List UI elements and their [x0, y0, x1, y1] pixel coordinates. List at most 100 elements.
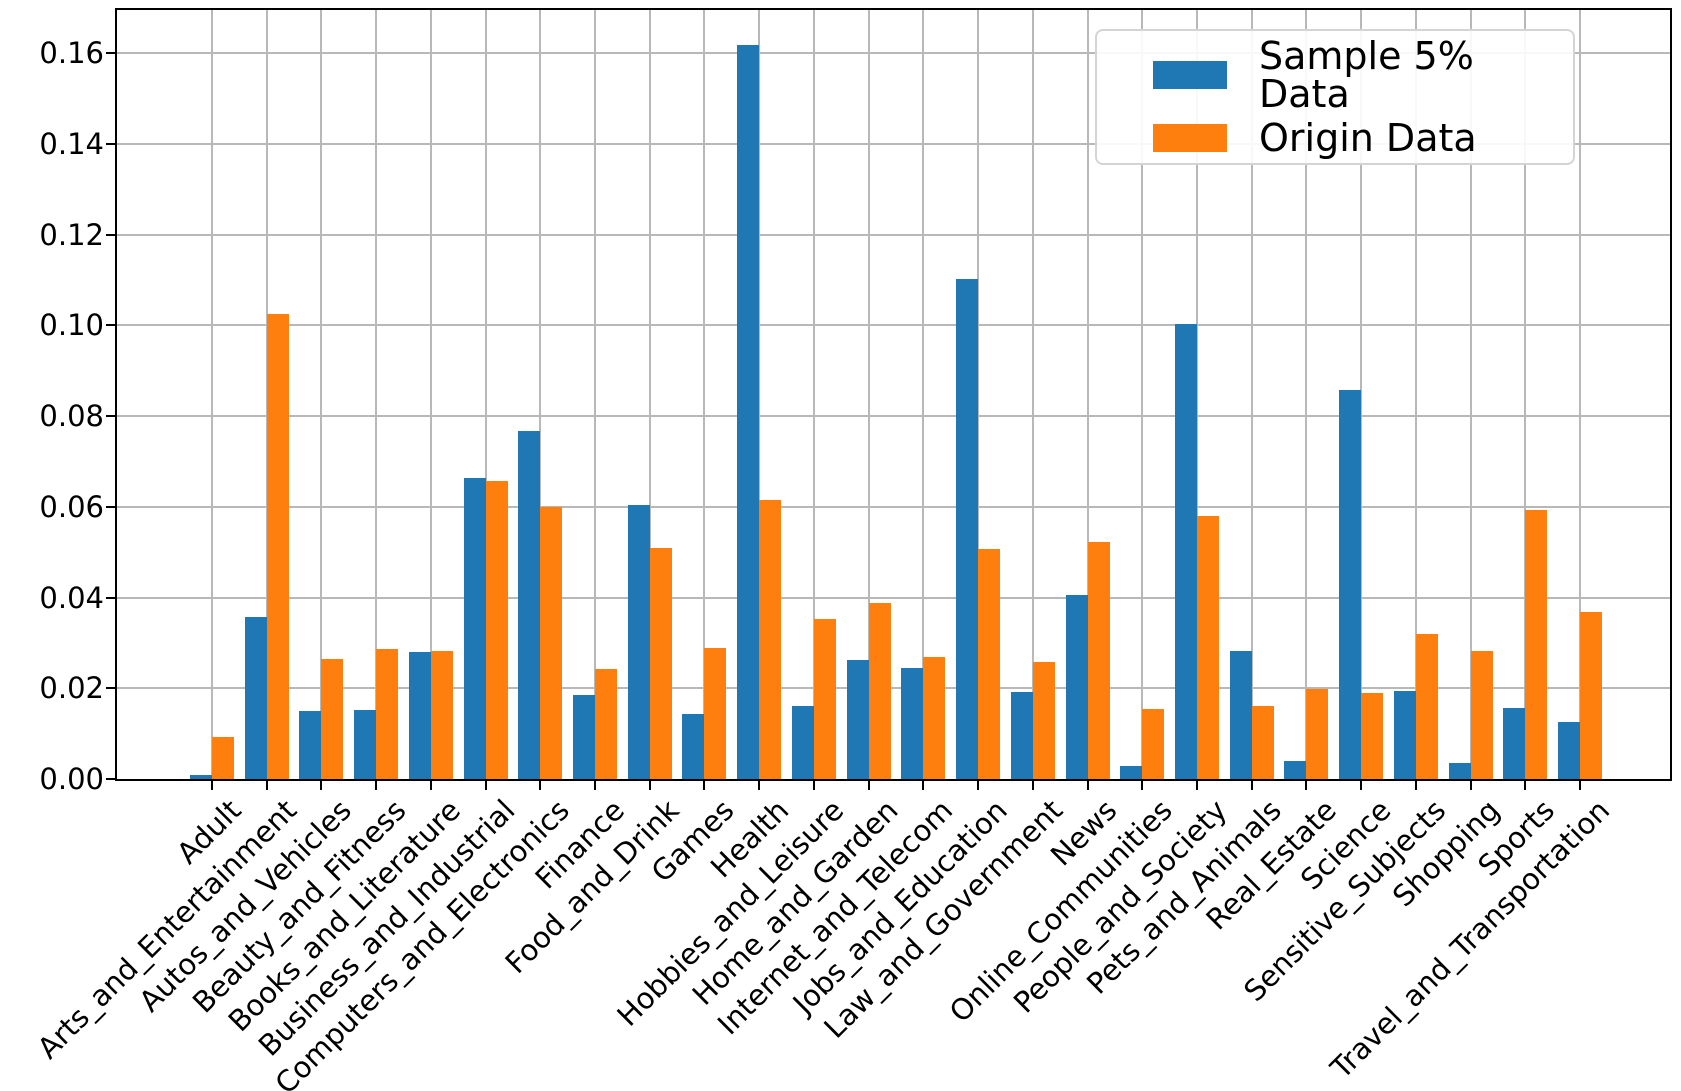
x-gridline	[867, 10, 870, 779]
y-tick	[106, 687, 115, 690]
bar-Travel_and_Transportation-sample	[1558, 722, 1580, 779]
legend-label-origin: Origin Data	[1259, 116, 1477, 160]
bar-Adult-origin	[212, 737, 234, 779]
x-gridline	[375, 10, 378, 779]
x-gridline	[758, 10, 761, 779]
bar-Science-origin	[1361, 693, 1384, 779]
x-gridline	[977, 10, 980, 779]
bar-Home_and_Garden-sample	[846, 660, 869, 779]
bar-Shopping-origin	[1470, 651, 1493, 779]
bar-Books_and_Literature-sample	[408, 652, 431, 779]
x-gridline	[1469, 10, 1472, 779]
x-tick	[1031, 781, 1034, 790]
bar-Real_Estate-origin	[1306, 689, 1329, 779]
bar-Law_and_Government-origin	[1032, 662, 1055, 779]
x-tick	[265, 781, 268, 790]
bar-Jobs_and_Education-sample	[956, 279, 979, 779]
bar-Health-sample	[737, 45, 760, 779]
y-tick-label: 0.02	[39, 671, 104, 706]
x-tick	[539, 781, 542, 790]
bar-Sports-sample	[1503, 708, 1526, 779]
x-tick	[1250, 781, 1253, 790]
y-gridline	[117, 596, 1670, 599]
y-tick	[106, 142, 115, 145]
y-gridline	[117, 52, 1670, 55]
bar-Online_Communities-sample	[1120, 766, 1143, 779]
bar-Food_and_Drink-origin	[649, 548, 672, 779]
x-tick	[1195, 781, 1198, 790]
x-gridline	[484, 10, 487, 779]
bar-Adult-sample	[190, 775, 212, 779]
x-tick	[977, 781, 980, 790]
y-gridline	[117, 142, 1670, 145]
x-gridline	[1031, 10, 1034, 779]
y-tick	[106, 233, 115, 236]
bar-Arts_and_Entertainment-sample	[244, 617, 267, 779]
x-tick	[758, 781, 761, 790]
bar-Games-origin	[704, 648, 727, 779]
legend-item-origin: Origin Data	[1153, 119, 1573, 157]
x-gridline	[1524, 10, 1527, 779]
y-tick	[106, 415, 115, 418]
bar-News-origin	[1087, 542, 1110, 779]
x-tick	[211, 781, 213, 790]
bar-Online_Communities-origin	[1142, 709, 1165, 779]
y-tick-label: 0.14	[39, 126, 104, 161]
x-gridline	[429, 10, 432, 779]
y-tick-label: 0.16	[39, 36, 104, 71]
x-tick	[1579, 781, 1581, 790]
bar-Home_and_Garden-origin	[868, 603, 891, 779]
bar-Finance-sample	[573, 695, 596, 779]
x-tick	[1086, 781, 1089, 790]
x-gridline	[1305, 10, 1308, 779]
x-tick	[812, 781, 815, 790]
x-tick	[703, 781, 706, 790]
x-gridline	[211, 10, 213, 779]
y-tick	[106, 778, 115, 780]
bar-Autos_and_Vehicles-sample	[299, 711, 322, 779]
x-gridline	[1360, 10, 1363, 779]
x-tick	[1141, 781, 1144, 790]
legend-label-sample: Sample 5% Data	[1259, 34, 1474, 116]
bar-Hobbies_and_Leisure-origin	[813, 619, 836, 779]
bar-Sensitive_Subjects-sample	[1393, 691, 1416, 779]
bar-Books_and_Literature-origin	[430, 651, 453, 779]
x-gridline	[320, 10, 323, 779]
x-gridline	[922, 10, 925, 779]
x-tick	[922, 781, 925, 790]
x-gridline	[1579, 10, 1581, 779]
y-tick-label: 0.12	[39, 217, 104, 252]
y-tick-label: 0.06	[39, 489, 104, 524]
y-gridline	[117, 233, 1670, 236]
y-tick-label: 0.08	[39, 399, 104, 434]
x-gridline	[1414, 10, 1417, 779]
bar-People_and_Society-sample	[1174, 324, 1197, 779]
x-gridline	[812, 10, 815, 779]
bar-Hobbies_and_Leisure-sample	[791, 706, 814, 779]
x-gridline	[648, 10, 651, 779]
x-tick	[867, 781, 870, 790]
bar-People_and_Society-origin	[1196, 516, 1219, 779]
legend-item-sample: Sample 5% Data	[1153, 37, 1573, 113]
x-gridline	[1250, 10, 1253, 779]
x-tick	[594, 781, 597, 790]
x-tick	[1305, 781, 1308, 790]
x-gridline	[1195, 10, 1198, 779]
bar-Real_Estate-sample	[1284, 761, 1307, 779]
legend-swatch-sample	[1153, 61, 1227, 89]
legend: Sample 5% Data Origin Data	[1095, 29, 1575, 165]
legend-swatch-origin	[1153, 124, 1227, 152]
bar-Science-sample	[1339, 390, 1362, 779]
x-gridline	[539, 10, 542, 779]
y-tick	[106, 505, 115, 508]
y-gridline	[117, 324, 1670, 327]
bar-News-sample	[1065, 595, 1088, 779]
y-gridline	[117, 415, 1670, 418]
top-spine	[115, 8, 1672, 10]
bar-Finance-origin	[595, 669, 618, 779]
bar-Travel_and_Transportation-origin	[1580, 612, 1602, 779]
bar-Shopping-sample	[1448, 763, 1471, 779]
bar-Health-origin	[759, 500, 782, 779]
y-gridline	[117, 687, 1670, 690]
